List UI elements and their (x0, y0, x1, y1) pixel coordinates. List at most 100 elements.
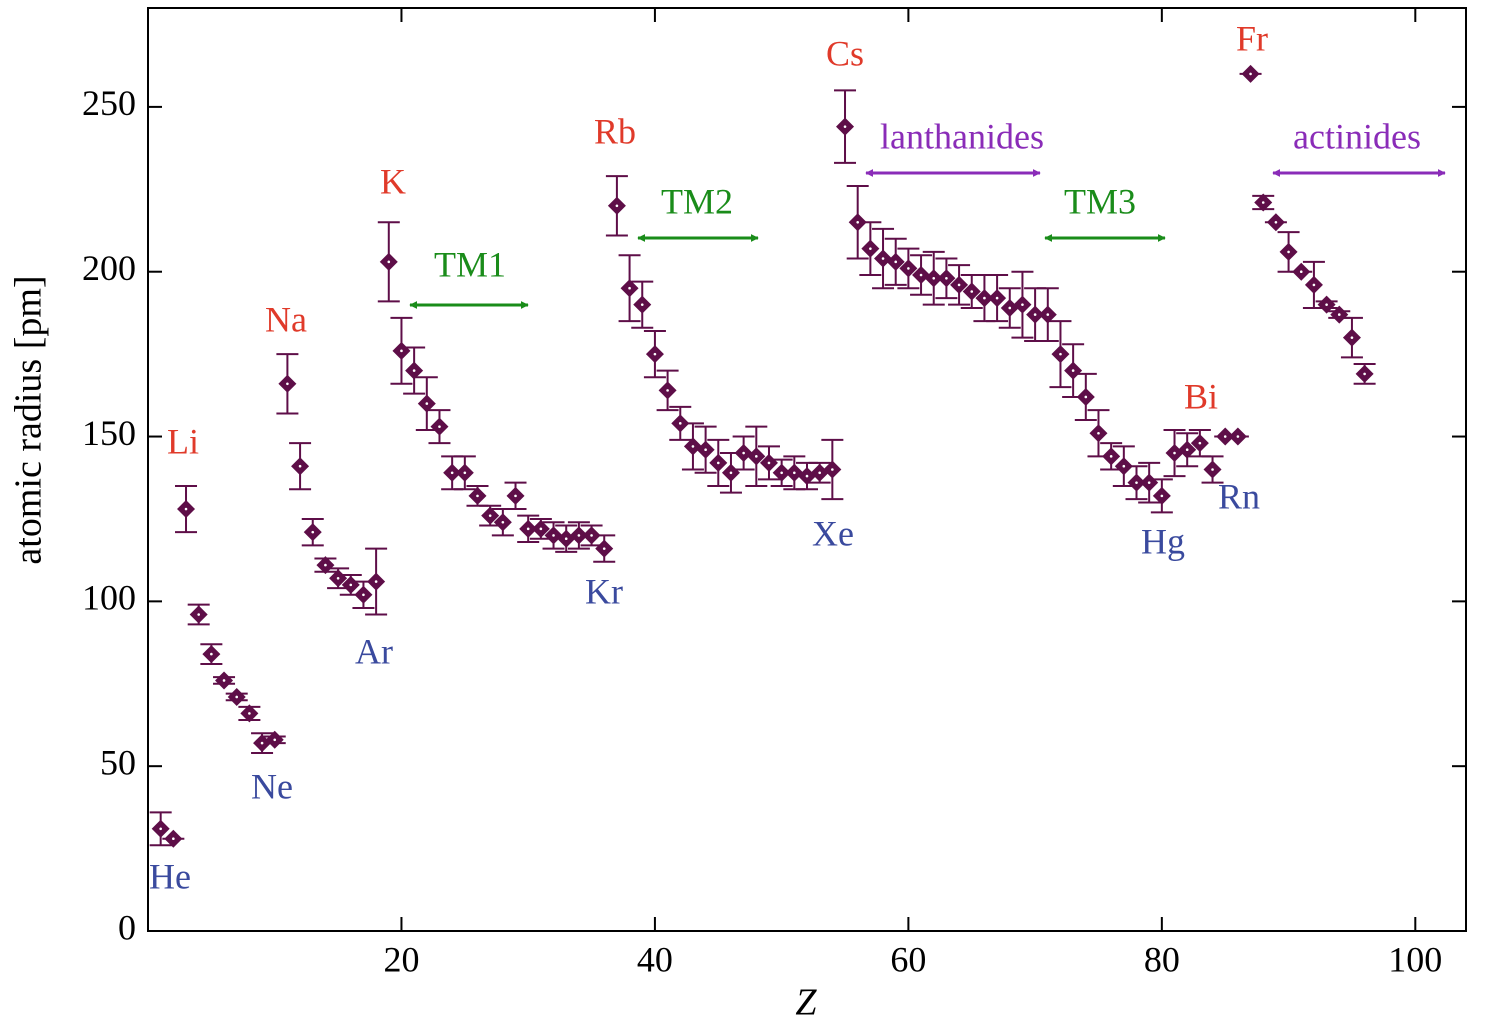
marker-center (1249, 72, 1252, 76)
marker-center (412, 369, 416, 372)
annotation: actinides (1293, 116, 1421, 156)
x-tick-label: 80 (1144, 939, 1180, 979)
x-tick-label: 100 (1388, 939, 1442, 979)
marker-center (349, 583, 353, 587)
marker-center (1337, 313, 1341, 316)
marker-center (1135, 481, 1138, 484)
marker-center (957, 283, 961, 287)
marker-center (755, 455, 758, 458)
marker-center (590, 534, 593, 537)
marker-center (1363, 372, 1366, 376)
marker-center (324, 563, 327, 567)
y-tick-label: 100 (82, 578, 136, 618)
marker-center (210, 652, 213, 656)
marker-center (1109, 455, 1113, 458)
marker-center (805, 474, 809, 478)
marker-center (514, 494, 517, 498)
annotation: TM3 (1064, 181, 1136, 221)
y-axis-label: atomic radius [pm] (8, 275, 50, 564)
marker-center (907, 267, 910, 270)
marker-center (1287, 250, 1290, 254)
annotation: Rb (594, 111, 636, 151)
marker-center (260, 741, 264, 745)
marker-center (552, 534, 555, 537)
marker-center (438, 425, 441, 428)
marker-center (945, 277, 948, 280)
marker-center (831, 468, 834, 471)
x-tick-label: 60 (890, 939, 926, 979)
y-tick-label: 50 (100, 742, 136, 782)
marker-center (1223, 435, 1227, 438)
marker-center (400, 349, 403, 353)
y-tick-label: 250 (82, 83, 136, 123)
marker-center (311, 530, 315, 534)
marker-center (793, 471, 796, 475)
marker-center (1350, 336, 1354, 339)
marker-center (501, 520, 505, 524)
marker-center (374, 580, 378, 583)
marker-center (1046, 313, 1050, 316)
marker-center (1211, 468, 1214, 471)
x-tick-label: 40 (637, 939, 673, 979)
marker-center (222, 679, 226, 682)
marker-center (932, 277, 936, 280)
annotation: Ne (251, 766, 293, 806)
marker-center (628, 286, 631, 290)
marker-center (615, 204, 619, 208)
marker-center (184, 507, 188, 511)
annotation: TM1 (434, 244, 506, 284)
marker-center (970, 290, 974, 293)
marker-center (564, 537, 568, 541)
marker-center (1198, 441, 1202, 445)
marker-center (678, 422, 682, 425)
marker-center (539, 527, 543, 531)
annotation: Ar (355, 631, 393, 671)
marker-center (1033, 313, 1037, 316)
marker-center (1071, 369, 1075, 372)
marker-center (1236, 435, 1240, 438)
marker-center (387, 260, 391, 264)
y-tick-label: 150 (82, 413, 136, 453)
marker-center (691, 445, 695, 448)
marker-center (818, 471, 821, 475)
marker-center (602, 547, 606, 550)
marker-center (1021, 303, 1024, 306)
marker-center (729, 471, 733, 475)
marker-center (159, 827, 162, 831)
annotation: Li (167, 421, 199, 461)
x-axis-label: Z (795, 982, 817, 1024)
marker-center (666, 389, 669, 392)
annotation: Xe (812, 513, 854, 553)
annotation: K (380, 161, 406, 201)
marker-center (767, 461, 771, 465)
marker-center (742, 451, 745, 455)
marker-center (843, 125, 847, 128)
annotation: Na (265, 299, 307, 339)
marker-center (248, 712, 251, 715)
annotation: Kr (585, 571, 623, 611)
marker-center (197, 613, 200, 616)
x-tick-label: 20 (383, 939, 419, 979)
marker-center (1160, 494, 1164, 498)
marker-center (488, 514, 492, 517)
marker-center (780, 471, 783, 475)
y-tick-label: 0 (118, 907, 136, 947)
annotation: Hg (1141, 521, 1185, 561)
marker-center (1274, 220, 1278, 224)
annotation: He (149, 856, 191, 896)
annotation: Cs (826, 33, 864, 73)
marker-center (1059, 352, 1062, 356)
marker-center (526, 527, 530, 531)
marker-center (1299, 270, 1303, 274)
marker-center (463, 471, 467, 475)
marker-center (919, 273, 923, 277)
marker-center (1312, 283, 1316, 287)
marker-center (298, 464, 302, 468)
marker-center (716, 461, 720, 465)
marker-center (1261, 201, 1265, 204)
marker-center (273, 738, 277, 742)
marker-center (704, 448, 707, 452)
marker-center (894, 260, 898, 264)
